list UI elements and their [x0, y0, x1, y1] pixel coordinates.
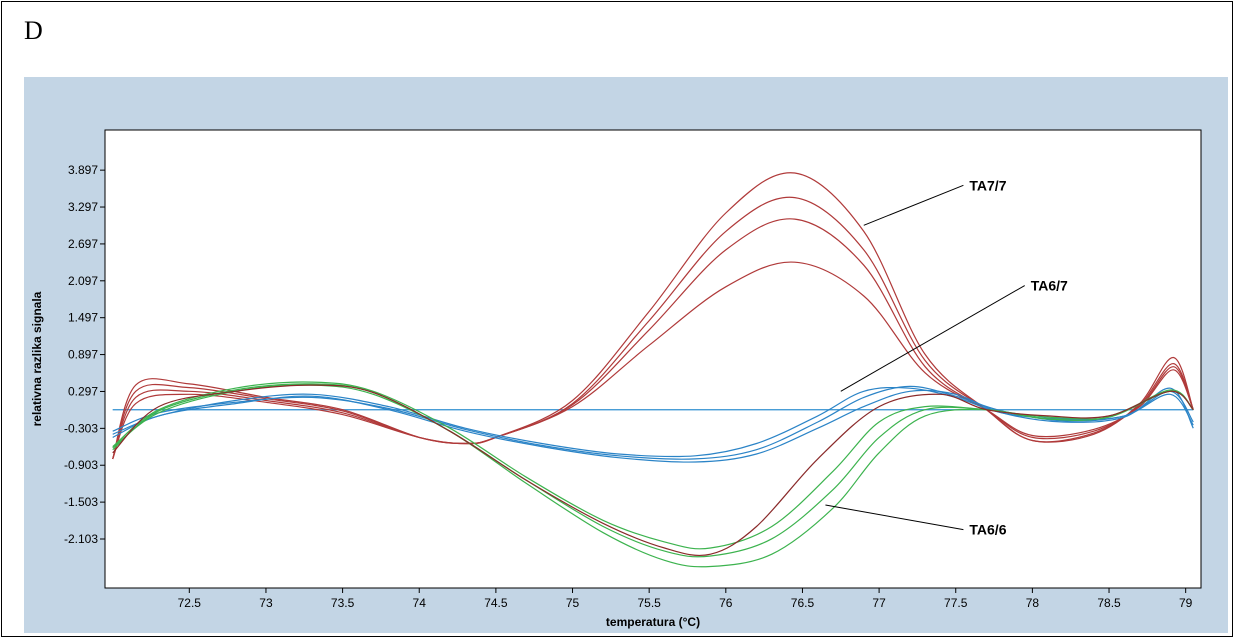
annotation-label: TA6/7 — [1031, 278, 1068, 294]
x-tick-label: 76 — [719, 596, 733, 610]
annotation-leader-line — [840, 285, 1025, 392]
annotation-leader-line — [825, 504, 964, 531]
series-line-6 — [112, 387, 1194, 463]
y-tick-label: 1.497 — [68, 311, 98, 325]
series-line-4 — [112, 261, 1194, 460]
y-axis-title: relativna razlika signala — [30, 291, 44, 426]
series-line-11 — [112, 384, 1194, 557]
plot-area — [104, 129, 1202, 589]
annotation-layer: TA7/7 TA6/7 TA6/6 — [825, 177, 1068, 538]
y-tick-label: 0.297 — [68, 384, 98, 398]
panel-label: D — [24, 16, 43, 45]
series-layer — [112, 172, 1194, 568]
x-tick-label: 73.5 — [331, 596, 355, 610]
x-tick-label: 73 — [259, 596, 273, 610]
y-tick-label: -1.503 — [64, 495, 98, 509]
series-line-3 — [112, 218, 1194, 460]
x-tick-label: 75 — [566, 596, 580, 610]
y-tick-label: 3.897 — [68, 163, 98, 177]
x-tick-label: 78.5 — [1097, 596, 1121, 610]
y-tick-label: 2.697 — [68, 237, 98, 251]
annotation-label: TA6/6 — [969, 522, 1006, 538]
y-tick-label: -0.903 — [64, 458, 98, 472]
annotation-leader-line — [863, 184, 964, 226]
x-tick-label: 75.5 — [637, 596, 661, 610]
x-tick-label: 77.5 — [944, 596, 968, 610]
y-tick-label: 0.897 — [68, 348, 98, 362]
series-line-7 — [112, 385, 1194, 460]
x-tick-label: 74 — [413, 596, 427, 610]
x-tick-label: 76.5 — [791, 596, 815, 610]
annotation-label: TA7/7 — [969, 177, 1006, 193]
x-tick-label: 72.5 — [178, 596, 202, 610]
series-line-2 — [112, 196, 1194, 460]
x-tick-label: 79 — [1179, 596, 1193, 610]
series-line-8 — [112, 381, 1194, 550]
series-line-1 — [112, 172, 1194, 460]
y-tick-label: -2.103 — [64, 532, 98, 546]
x-axis: 72.5 73 73.5 74 74.5 75 75.5 76 76.5 77 77.5 78 78.5… — [178, 588, 1193, 610]
y-tick-label: -0.303 — [64, 421, 98, 435]
x-tick-label: 74.5 — [484, 596, 508, 610]
x-tick-label: 78 — [1026, 596, 1040, 610]
y-tick-label: 3.297 — [68, 200, 98, 214]
x-axis-title: temperatura (°C) — [606, 615, 700, 629]
y-tick-label: 2.097 — [68, 274, 98, 288]
y-axis: 3.897 3.297 2.697 2.097 1.497 0.897 0.297 -0.30… — [64, 163, 105, 546]
x-tick-label: 77 — [872, 596, 886, 610]
series-line-5 — [112, 386, 1194, 458]
